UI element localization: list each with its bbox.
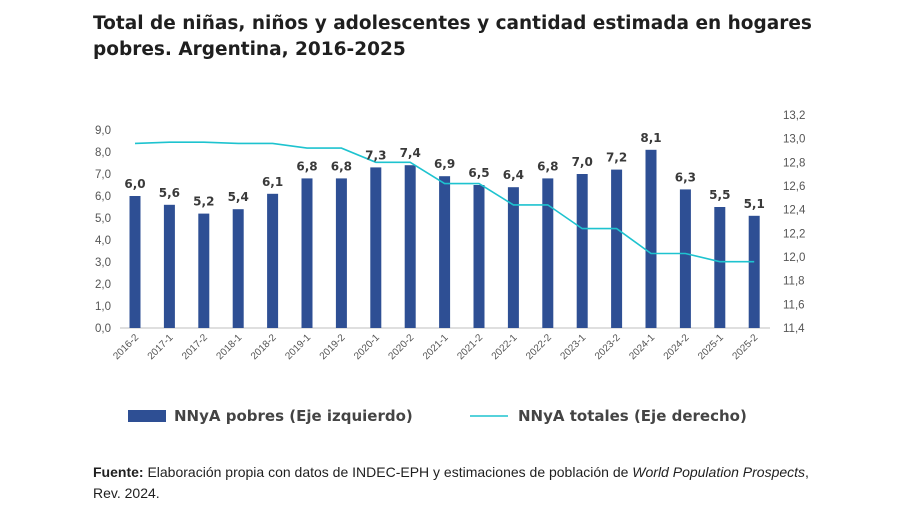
y-left-tick-label: 7,0 xyxy=(95,169,111,181)
y-left-tick-label: 9,0 xyxy=(95,125,111,137)
right-axis: 11,4 11,6 11,8 12,0 12,2 12,4 12,6 12,8 13,0 13,2 xyxy=(783,110,806,335)
y-left-tick-label: 3,0 xyxy=(95,257,111,269)
x-tick-label: 2021-2 xyxy=(455,332,485,362)
bar-data-label: 6,4 xyxy=(503,168,524,182)
y-left-tick-label: 1,0 xyxy=(95,301,111,313)
bar xyxy=(645,149,657,328)
bar-data-label: 8,1 xyxy=(640,131,661,145)
y-left-tick-label: 6,0 xyxy=(95,191,111,203)
x-tick-label: 2017-2 xyxy=(180,332,210,362)
y-right-tick-label: 13,0 xyxy=(783,134,805,146)
x-tick-label: 2025-1 xyxy=(696,332,726,362)
bar-series xyxy=(129,149,760,328)
x-tick-label: 2018-2 xyxy=(249,332,279,362)
bar xyxy=(301,178,313,328)
x-tick-label: 2017-1 xyxy=(146,332,176,362)
bar-data-label: 5,4 xyxy=(228,190,249,204)
x-tick-label: 2016-2 xyxy=(111,332,141,362)
x-tick-label: 2023-2 xyxy=(593,332,623,362)
bar xyxy=(611,169,623,328)
bar xyxy=(748,215,760,328)
bar xyxy=(679,189,691,328)
source-text-2: , Rev. 2024. xyxy=(93,464,809,501)
x-tick-label: 2018-1 xyxy=(215,332,245,362)
bar xyxy=(576,174,588,328)
left-axis: 0,0 1,0 2,0 3,0 4,0 5,0 6,0 7,0 8,0 9,0 xyxy=(95,125,111,335)
bar-data-label: 7,4 xyxy=(400,146,421,160)
legend-label-line: NNyA totales (Eje derecho) xyxy=(518,407,747,425)
bar xyxy=(439,176,451,328)
bar xyxy=(335,178,347,328)
bar-data-label: 5,1 xyxy=(744,197,765,211)
x-tick-label: 2024-2 xyxy=(662,332,692,362)
bar-data-label: 6,0 xyxy=(124,177,145,191)
bar-data-label: 5,5 xyxy=(709,188,730,202)
bar-data-label: 5,2 xyxy=(193,195,214,209)
legend: NNyA pobres (Eje izquierdo) NNyA totales… xyxy=(128,407,747,425)
bar xyxy=(163,204,175,328)
bar-data-label: 6,8 xyxy=(296,159,317,173)
y-right-tick-label: 11,6 xyxy=(783,299,805,311)
line-series xyxy=(134,141,755,263)
bar xyxy=(473,185,485,328)
bar-data-label: 6,1 xyxy=(262,175,283,189)
y-left-tick-label: 4,0 xyxy=(95,235,111,247)
y-right-tick-label: 12,2 xyxy=(783,228,805,240)
x-tick-label: 2019-2 xyxy=(318,332,348,362)
source-label: Fuente: xyxy=(93,464,144,480)
chart-title: Total de niñas, niños y adolescentes y c… xyxy=(93,13,812,60)
x-axis-tick-labels: 2016-2 2017-1 2017-2 2018-1 2018-2 2019-1 2019… xyxy=(111,332,760,362)
y-left-tick-label: 2,0 xyxy=(95,279,111,291)
bar-data-label: 5,6 xyxy=(159,186,180,200)
y-right-tick-label: 11,8 xyxy=(783,276,805,288)
bar-data-label: 6,9 xyxy=(434,157,455,171)
chart-svg: 0,01,02,03,04,05,06,07,08,09,0 11,411,61… xyxy=(95,110,806,425)
source-italic: World Population Prospects xyxy=(632,464,806,480)
y-left-tick-label: 0,0 xyxy=(95,323,111,335)
x-tick-label: 2020-2 xyxy=(387,332,417,362)
bar-data-label: 6,8 xyxy=(537,159,558,173)
bar xyxy=(507,187,519,328)
bar xyxy=(714,207,726,328)
source-text-1: Elaboración propia con datos de INDEC-EP… xyxy=(143,464,633,480)
x-tick-label: 2019-1 xyxy=(283,332,313,362)
bar-data-label: 6,8 xyxy=(331,159,352,173)
bar xyxy=(404,165,416,328)
y-right-tick-label: 12,8 xyxy=(783,157,805,169)
bar xyxy=(129,196,141,328)
y-right-tick-label: 13,2 xyxy=(783,110,805,122)
x-tick-label: 2023-1 xyxy=(559,332,589,362)
bar xyxy=(232,209,244,328)
x-tick-label: 2025-2 xyxy=(731,332,761,362)
x-tick-label: 2022-1 xyxy=(490,332,520,362)
legend-label-bar: NNyA pobres (Eje izquierdo) xyxy=(174,407,413,425)
bar xyxy=(198,213,210,328)
x-tick-label: 2021-1 xyxy=(421,332,451,362)
y-right-tick-label: 12,4 xyxy=(783,205,806,217)
source-note: Fuente: Elaboración propia con datos de … xyxy=(93,462,833,504)
y-right-tick-label: 12,6 xyxy=(783,181,805,193)
y-right-tick-label: 11,4 xyxy=(783,323,805,335)
x-tick-label: 2020-1 xyxy=(352,332,382,362)
y-right-tick-label: 12,0 xyxy=(783,252,805,264)
bar-data-label: 7,2 xyxy=(606,151,627,165)
bar xyxy=(542,178,554,328)
bar-data-label: 7,3 xyxy=(365,148,386,162)
bar xyxy=(370,167,382,328)
y-left-tick-label: 5,0 xyxy=(95,213,111,225)
bar-data-label: 6,3 xyxy=(675,170,696,184)
bar-data-label: 7,0 xyxy=(572,155,593,169)
bar-data-labels: 6,0 5,6 5,2 5,4 6,1 6,8 6,8 7,3 7,4 6,9 6,5 6,4 6,8 7… xyxy=(124,131,764,211)
legend-swatch-bar xyxy=(128,410,166,422)
bar xyxy=(267,193,279,328)
bar-data-label: 6,5 xyxy=(468,166,489,180)
series-line xyxy=(134,141,755,263)
x-tick-label: 2022-2 xyxy=(524,332,554,362)
y-left-tick-label: 8,0 xyxy=(95,147,111,159)
x-tick-label: 2024-1 xyxy=(627,332,657,362)
